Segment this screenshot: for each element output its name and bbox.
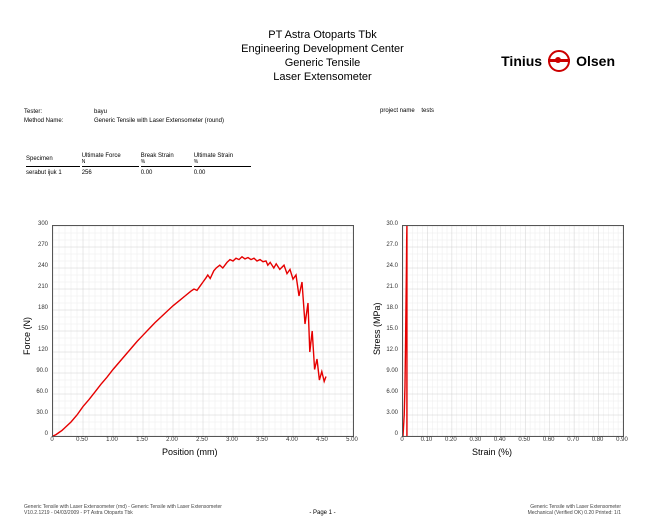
stress-strain-chart: 00.100.200.300.400.500.600.700.800.9003.… <box>374 225 624 465</box>
col-specimen: Specimen <box>26 156 53 162</box>
cell-breakstrain: 0.00 <box>141 169 192 177</box>
method-label: Method Name: <box>24 117 74 126</box>
logo-text-right: Olsen <box>576 53 615 69</box>
logo-mark-icon <box>548 50 570 72</box>
results-table: Specimen Ultimate ForceN Break Strain% U… <box>24 150 253 179</box>
table-row: serabut ijuk 1 256 0.00 0.00 <box>26 169 251 177</box>
cell-ultstrain: 0.00 <box>194 169 251 177</box>
meta-block: Tester: bayu Method Name: Generic Tensil… <box>24 108 224 126</box>
footer-right: Generic Tensile with Laser Extensometer … <box>528 504 621 516</box>
project-block: project name tests <box>380 108 434 114</box>
col-ultstrain-unit: % <box>194 159 198 165</box>
header-org: PT Astra Otoparts Tbk <box>0 28 645 42</box>
col-ultstrain: Ultimate Strain <box>194 153 233 159</box>
footer-left-2: V10.2.1219 - 04/03/2009 - PT Astra Otopa… <box>24 510 222 516</box>
cell-specimen: serabut ijuk 1 <box>26 169 80 177</box>
charts-container: 00.501.001.502.002.503.003.504.004.505.0… <box>24 225 624 465</box>
tester-label: Tester: <box>24 108 74 117</box>
col-breakstrain: Break Strain <box>141 153 174 159</box>
project-value: tests <box>421 108 434 114</box>
project-label: project name <box>380 108 415 114</box>
col-breakstrain-unit: % <box>141 159 145 165</box>
footer-right-2: Mechanical (Verified OK) 0.20 Printed: 1… <box>528 510 621 516</box>
footer-left: Generic Tensile with Laser Extensometer … <box>24 504 222 516</box>
method-value: Generic Tensile with Laser Extensometer … <box>94 117 224 126</box>
page-number: - Page 1 - <box>309 510 335 516</box>
logo-text-left: Tinius <box>501 53 542 69</box>
col-ultforce-unit: N <box>82 159 86 165</box>
tester-value: bayu <box>94 108 107 117</box>
tinius-olsen-logo: Tinius Olsen <box>501 50 615 72</box>
report-page: PT Astra Otoparts Tbk Engineering Develo… <box>0 0 645 520</box>
col-ultforce: Ultimate Force <box>82 153 121 159</box>
force-position-chart: 00.501.001.502.002.503.003.504.004.505.0… <box>24 225 354 465</box>
cell-ultforce: 256 <box>82 169 139 177</box>
header-equip: Laser Extensometer <box>0 70 645 84</box>
